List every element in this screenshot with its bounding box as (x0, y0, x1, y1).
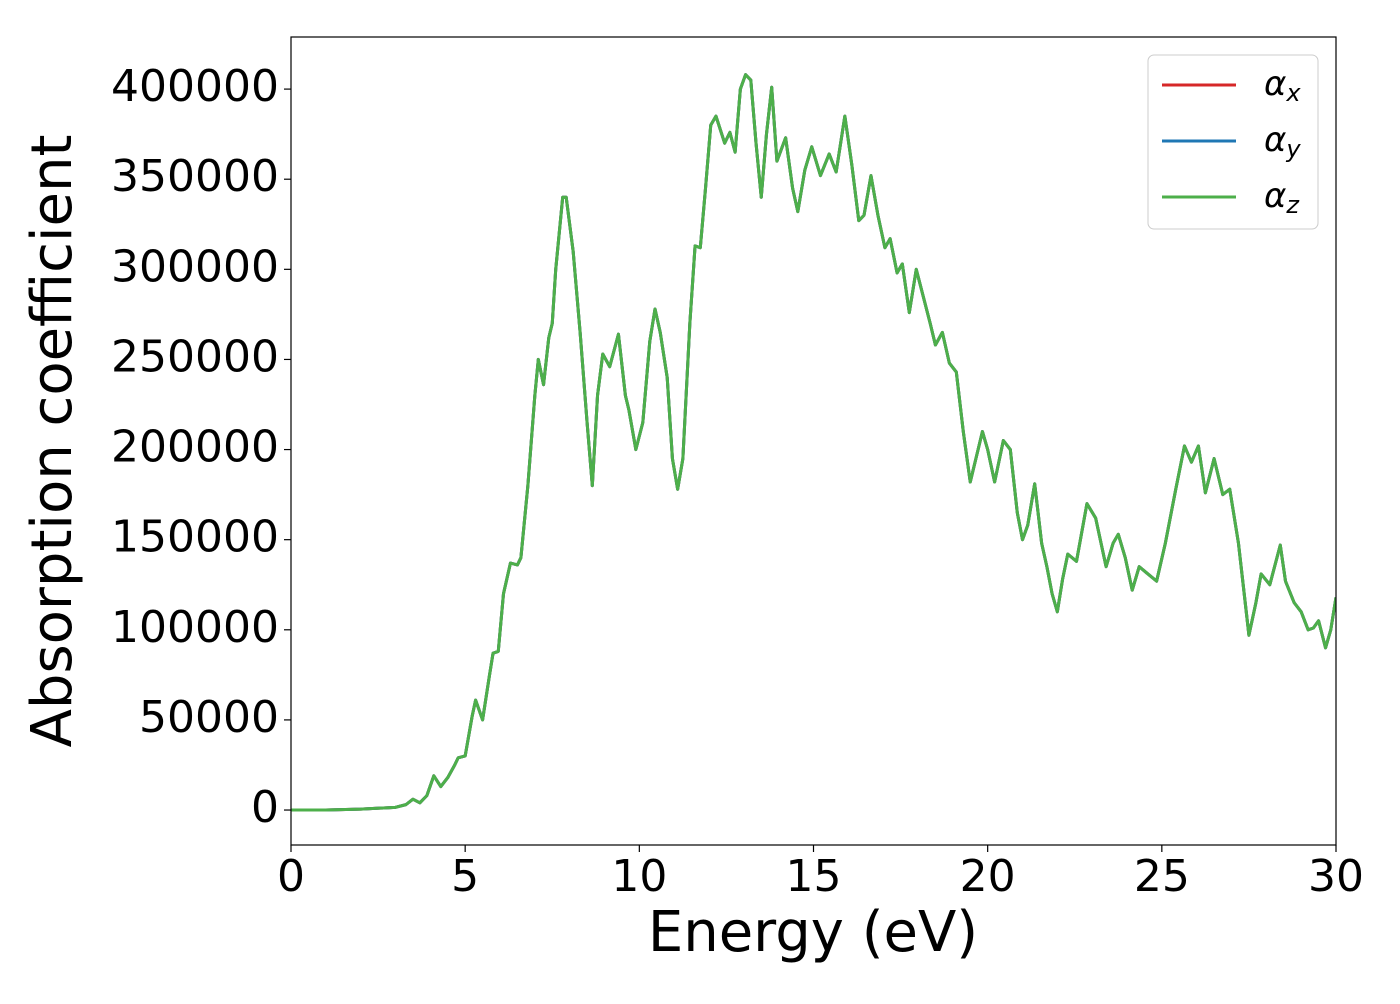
y-tick-label: 400000 (111, 61, 279, 112)
x-tick-label: 30 (1308, 851, 1364, 902)
x-tick-label: 5 (451, 851, 479, 902)
series-line (291, 73, 1336, 812)
plot-frame (290, 36, 1337, 846)
legend-label: αx (1264, 64, 1301, 108)
x-tick-label: 25 (1134, 851, 1190, 902)
y-tick-label: 300000 (111, 241, 279, 292)
legend-label: αz (1264, 176, 1300, 220)
x-axis-label: Energy (eV) (648, 900, 978, 965)
y-tick-label: 250000 (111, 331, 279, 382)
x-tick-label: 20 (960, 851, 1016, 902)
y-tick-label: 50000 (139, 692, 279, 743)
x-tick-label: 10 (611, 851, 667, 902)
x-tick-label: 15 (786, 851, 842, 902)
y-tick-label: 100000 (111, 602, 279, 653)
y-axis-label: Absorption coefficient (20, 135, 85, 748)
x-tick-label: 0 (277, 851, 305, 902)
plot-area (291, 73, 1336, 812)
y-tick-label: 200000 (111, 422, 279, 473)
y-tick-label: 350000 (111, 151, 279, 202)
y-tick-label: 0 (251, 782, 279, 833)
y-tick-label: 150000 (111, 512, 279, 563)
legend-label: αy (1264, 120, 1301, 164)
